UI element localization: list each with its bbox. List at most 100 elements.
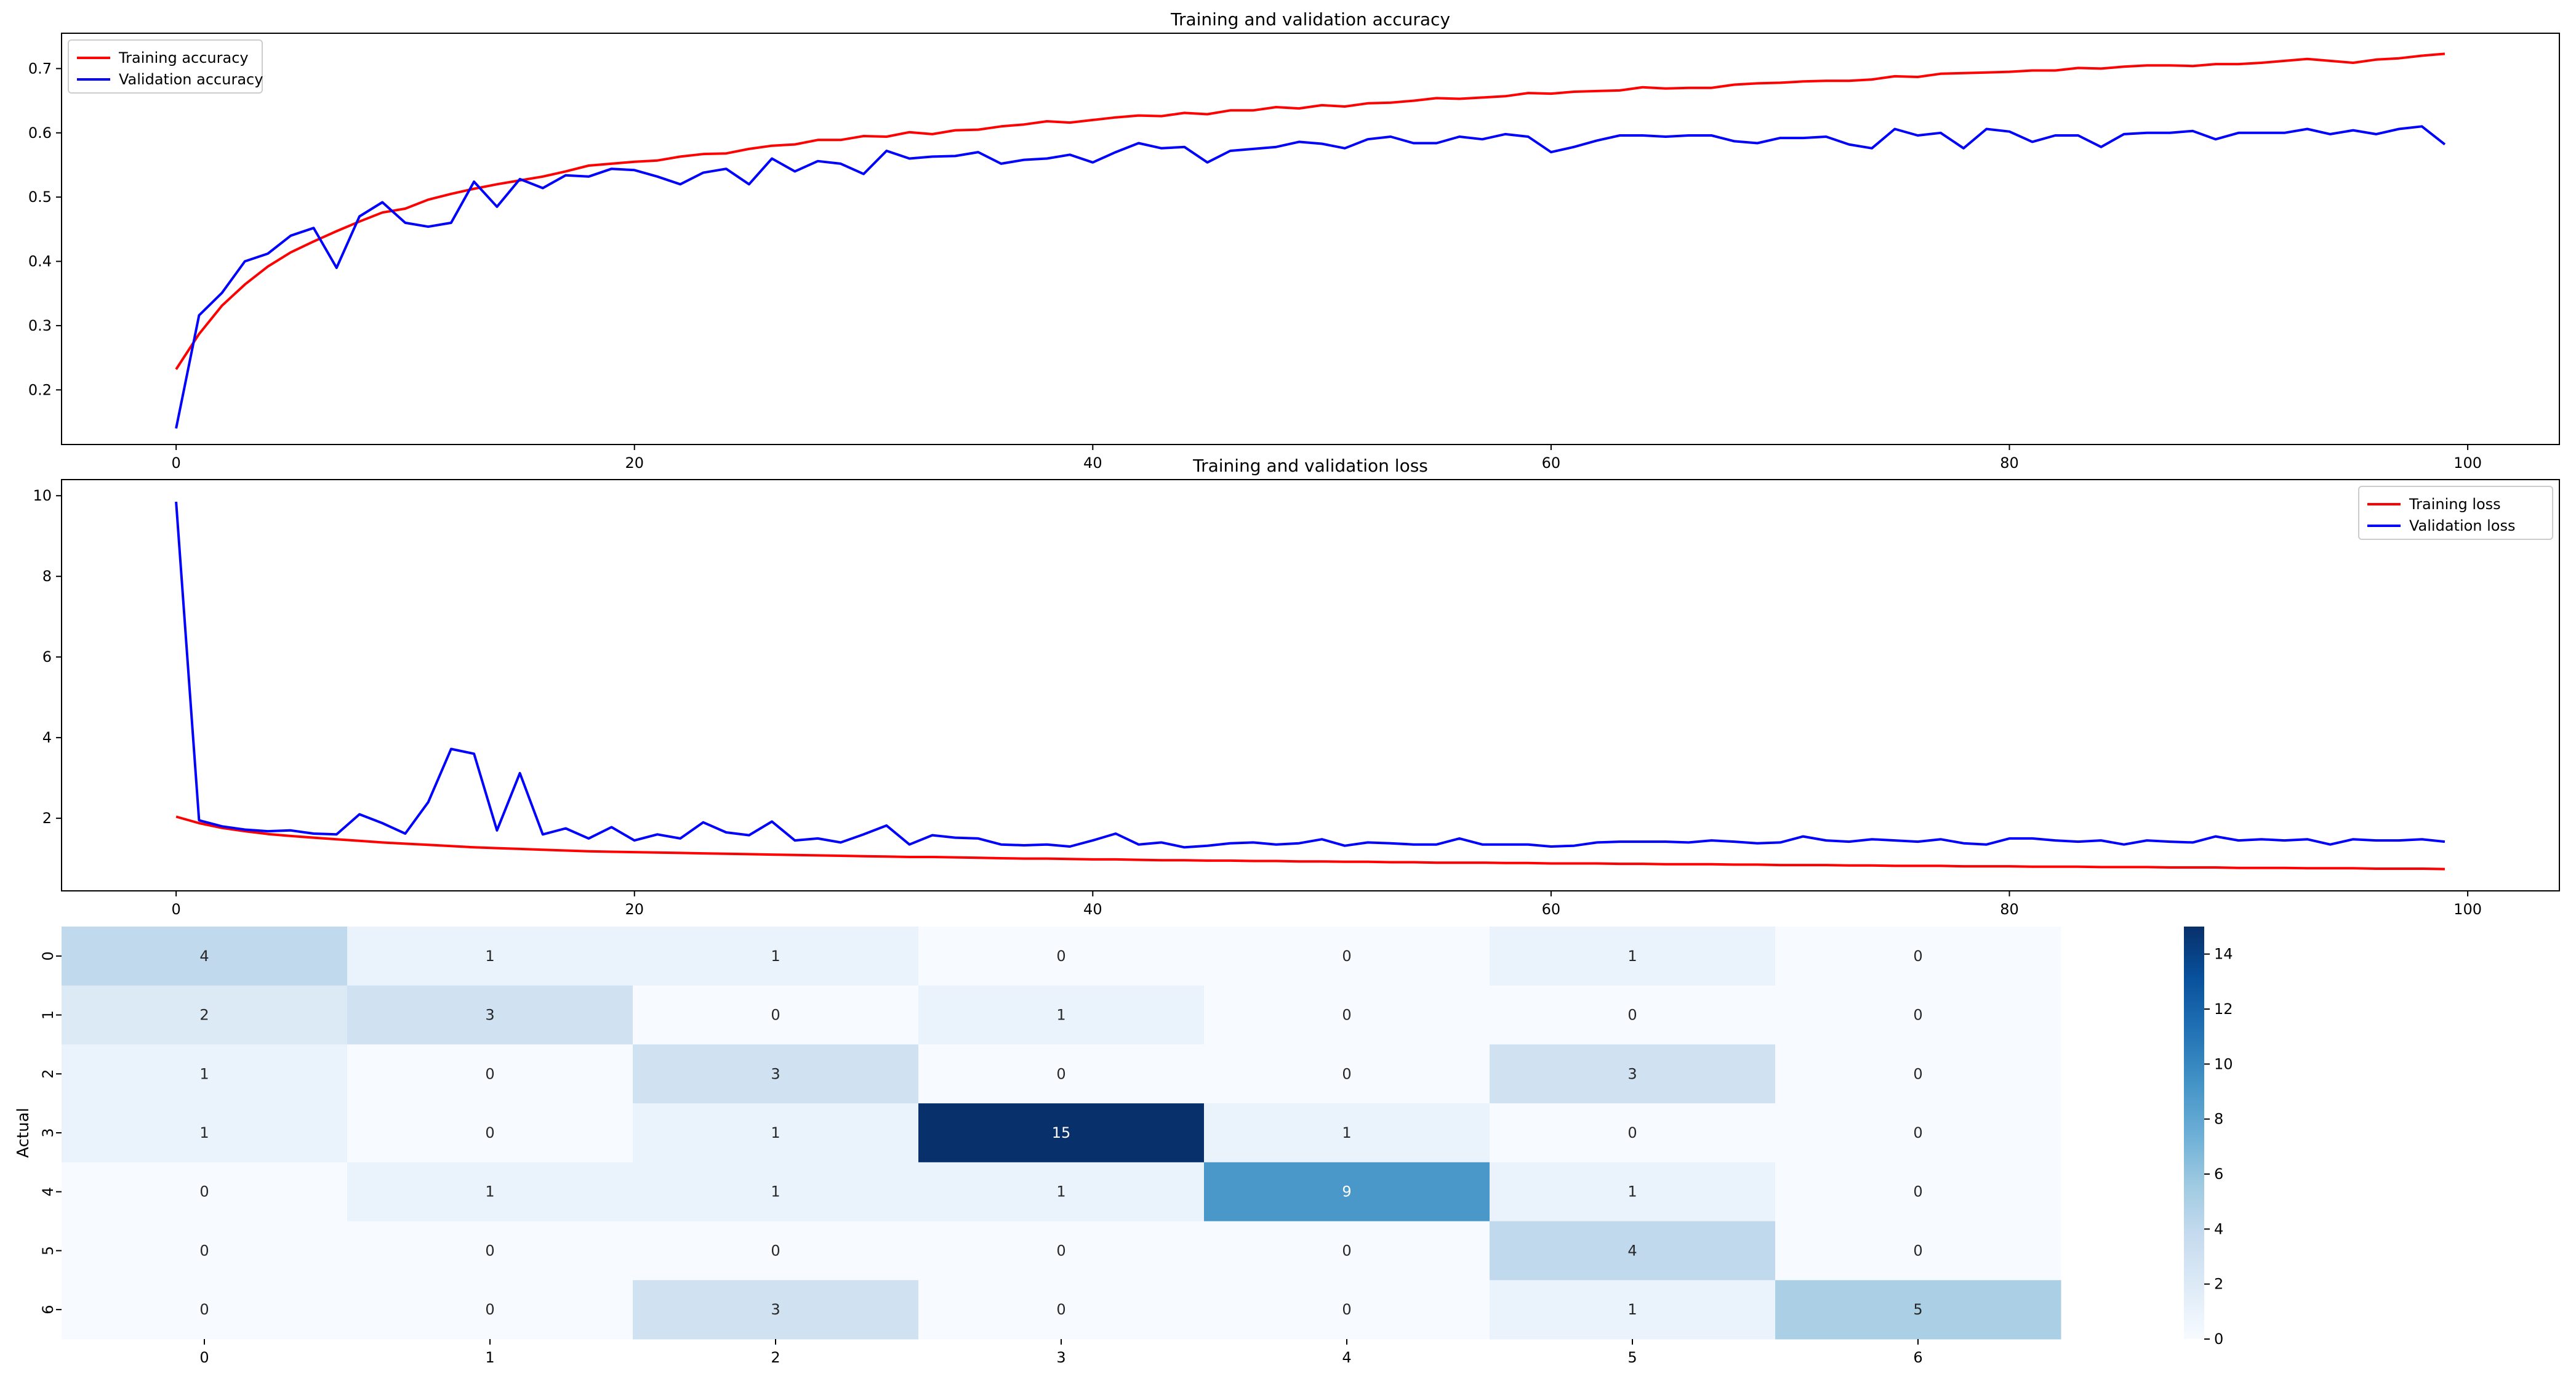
- heatmap-cell: [918, 1221, 1205, 1281]
- heatmap-cell: [918, 1280, 1205, 1340]
- cell-value: 1: [771, 947, 780, 965]
- cell-value: 1: [1627, 947, 1637, 965]
- x-tick-label: 80: [2000, 901, 2019, 918]
- heatmap-cell: [918, 1162, 1205, 1222]
- cell-value: 0: [771, 1242, 780, 1259]
- colorbar-tick-label: 0: [2214, 1330, 2223, 1348]
- heatmap-cell: [1490, 1103, 1776, 1163]
- cell-value: 0: [199, 1301, 209, 1318]
- cell-value: 0: [1627, 1124, 1637, 1141]
- cell-value: 4: [199, 947, 209, 965]
- series-line-training-accuracy: [175, 52, 2446, 370]
- y-tick-label: 0.6: [28, 124, 52, 142]
- cell-value: 0: [1056, 947, 1065, 965]
- accuracy-chart: Training and validation accuracy 0 20 40 60 8…: [28, 9, 2560, 472]
- series-line-validation-accuracy: [175, 125, 2446, 429]
- y-tick-label: 6: [42, 648, 52, 666]
- cell-value: 1: [771, 1183, 780, 1201]
- heatmap-cell: [1775, 1103, 2061, 1163]
- x-tick-label: 100: [2454, 901, 2482, 918]
- heatmap-cell: [1204, 985, 1490, 1045]
- series-line-validation-loss: [175, 501, 2446, 849]
- x-tick-label: 80: [2000, 454, 2019, 472]
- x-tick-label: 3: [1056, 1349, 1065, 1366]
- heatmap-cell: [633, 1103, 919, 1163]
- x-tick-label: 100: [2454, 454, 2482, 472]
- colorbar-tick-label: 14: [2214, 946, 2233, 963]
- heatmap-cell: [347, 1162, 633, 1222]
- heatmap-cell: [1775, 1162, 2061, 1222]
- heatmap-cell: [1775, 927, 2061, 986]
- legend-box: [68, 39, 263, 94]
- x-tick-label: 2: [771, 1349, 780, 1366]
- plot-frame: [61, 479, 2560, 891]
- heatmap-cell: [1204, 927, 1490, 986]
- cell-value: 5: [1913, 1301, 1922, 1318]
- heatmap-cell: [1490, 985, 1776, 1045]
- cell-value: 15: [1052, 1124, 1071, 1141]
- x-tick-label: 20: [625, 454, 644, 472]
- y-tick-label: 5: [39, 1246, 57, 1255]
- cell-value: 0: [485, 1065, 494, 1082]
- cell-value: 9: [1342, 1183, 1351, 1201]
- cell-value: 1: [199, 1124, 209, 1141]
- cell-value: 0: [1056, 1301, 1065, 1318]
- cell-value: 0: [1342, 947, 1351, 965]
- cell-value: 0: [485, 1301, 494, 1318]
- cell-value: 0: [1913, 1065, 1922, 1082]
- heatmap-cell: [62, 1162, 348, 1222]
- y-tick-label: 2: [42, 810, 52, 827]
- heatmap-cell: [1775, 1280, 2061, 1340]
- heatmap-cell: [633, 985, 919, 1045]
- x-tick-label: 0: [172, 901, 181, 918]
- x-tick-label: 60: [1542, 454, 1561, 472]
- heatmap-cell: [347, 985, 633, 1045]
- y-tick-label: 1: [39, 1010, 57, 1020]
- heatmap-cell: [1204, 1103, 1490, 1163]
- y-tick-label: 0.7: [28, 60, 52, 77]
- cell-value: 0: [1342, 1065, 1351, 1082]
- confusion-matrix: 4 1 1 0 0 1 02 3 0 1 0 0 01 0 3 0 0 3 01 0 1 15 1 0 00 1 1 1 9 1 00 0 0 0…: [14, 927, 2061, 1366]
- cell-value: 0: [1342, 1242, 1351, 1259]
- heatmap-cell: [1204, 1280, 1490, 1340]
- heatmap-cell: [62, 1103, 348, 1163]
- cell-value: 3: [771, 1065, 780, 1082]
- x-tick-label: 4: [1342, 1349, 1351, 1366]
- y-tick-label: 6: [39, 1305, 57, 1314]
- heatmap-cell: [1204, 1044, 1490, 1104]
- cell-value: 0: [1342, 1301, 1351, 1318]
- heatmap-cell: [1490, 927, 1776, 986]
- cell-value: 1: [485, 947, 494, 965]
- cell-value: 1: [485, 1183, 494, 1201]
- legend-label: Training accuracy: [118, 49, 249, 66]
- cell-value: 0: [1056, 1242, 1065, 1259]
- cell-value: 0: [1913, 1242, 1922, 1259]
- heatmap-cell: [347, 1044, 633, 1104]
- series-line-training-loss: [175, 815, 2445, 871]
- heatmap-cell: [1490, 1221, 1776, 1281]
- colorbar-tick-label: 12: [2214, 1000, 2233, 1018]
- heatmap-cell: [633, 1162, 919, 1222]
- cell-value: 1: [1627, 1301, 1637, 1318]
- heatmap-cell: [633, 1221, 919, 1281]
- cell-value: 3: [1627, 1065, 1637, 1082]
- heatmap-cell: [1490, 1162, 1776, 1222]
- y-tick-label: 0.4: [28, 253, 52, 270]
- heatmap-cell: [633, 927, 919, 986]
- y-axis-label: Actual: [14, 1108, 33, 1157]
- plot-frame: [61, 33, 2560, 445]
- heatmap-cell: [633, 1280, 919, 1340]
- cell-value: 0: [485, 1124, 494, 1141]
- colorbar-gradient: [2184, 927, 2204, 1339]
- y-tick-label: 3: [39, 1128, 57, 1137]
- x-tick-label: 1: [485, 1349, 494, 1366]
- cell-value: 1: [199, 1065, 209, 1082]
- heatmap-cell: [918, 927, 1205, 986]
- heatmap-cell: [347, 927, 633, 986]
- legend-label: Training loss: [2409, 496, 2501, 513]
- y-tick-label: 0.5: [28, 188, 52, 206]
- cell-value: 0: [1913, 947, 1922, 965]
- cell-value: 0: [1056, 1065, 1065, 1082]
- cell-value: 0: [199, 1242, 209, 1259]
- cell-value: 0: [1913, 1183, 1922, 1201]
